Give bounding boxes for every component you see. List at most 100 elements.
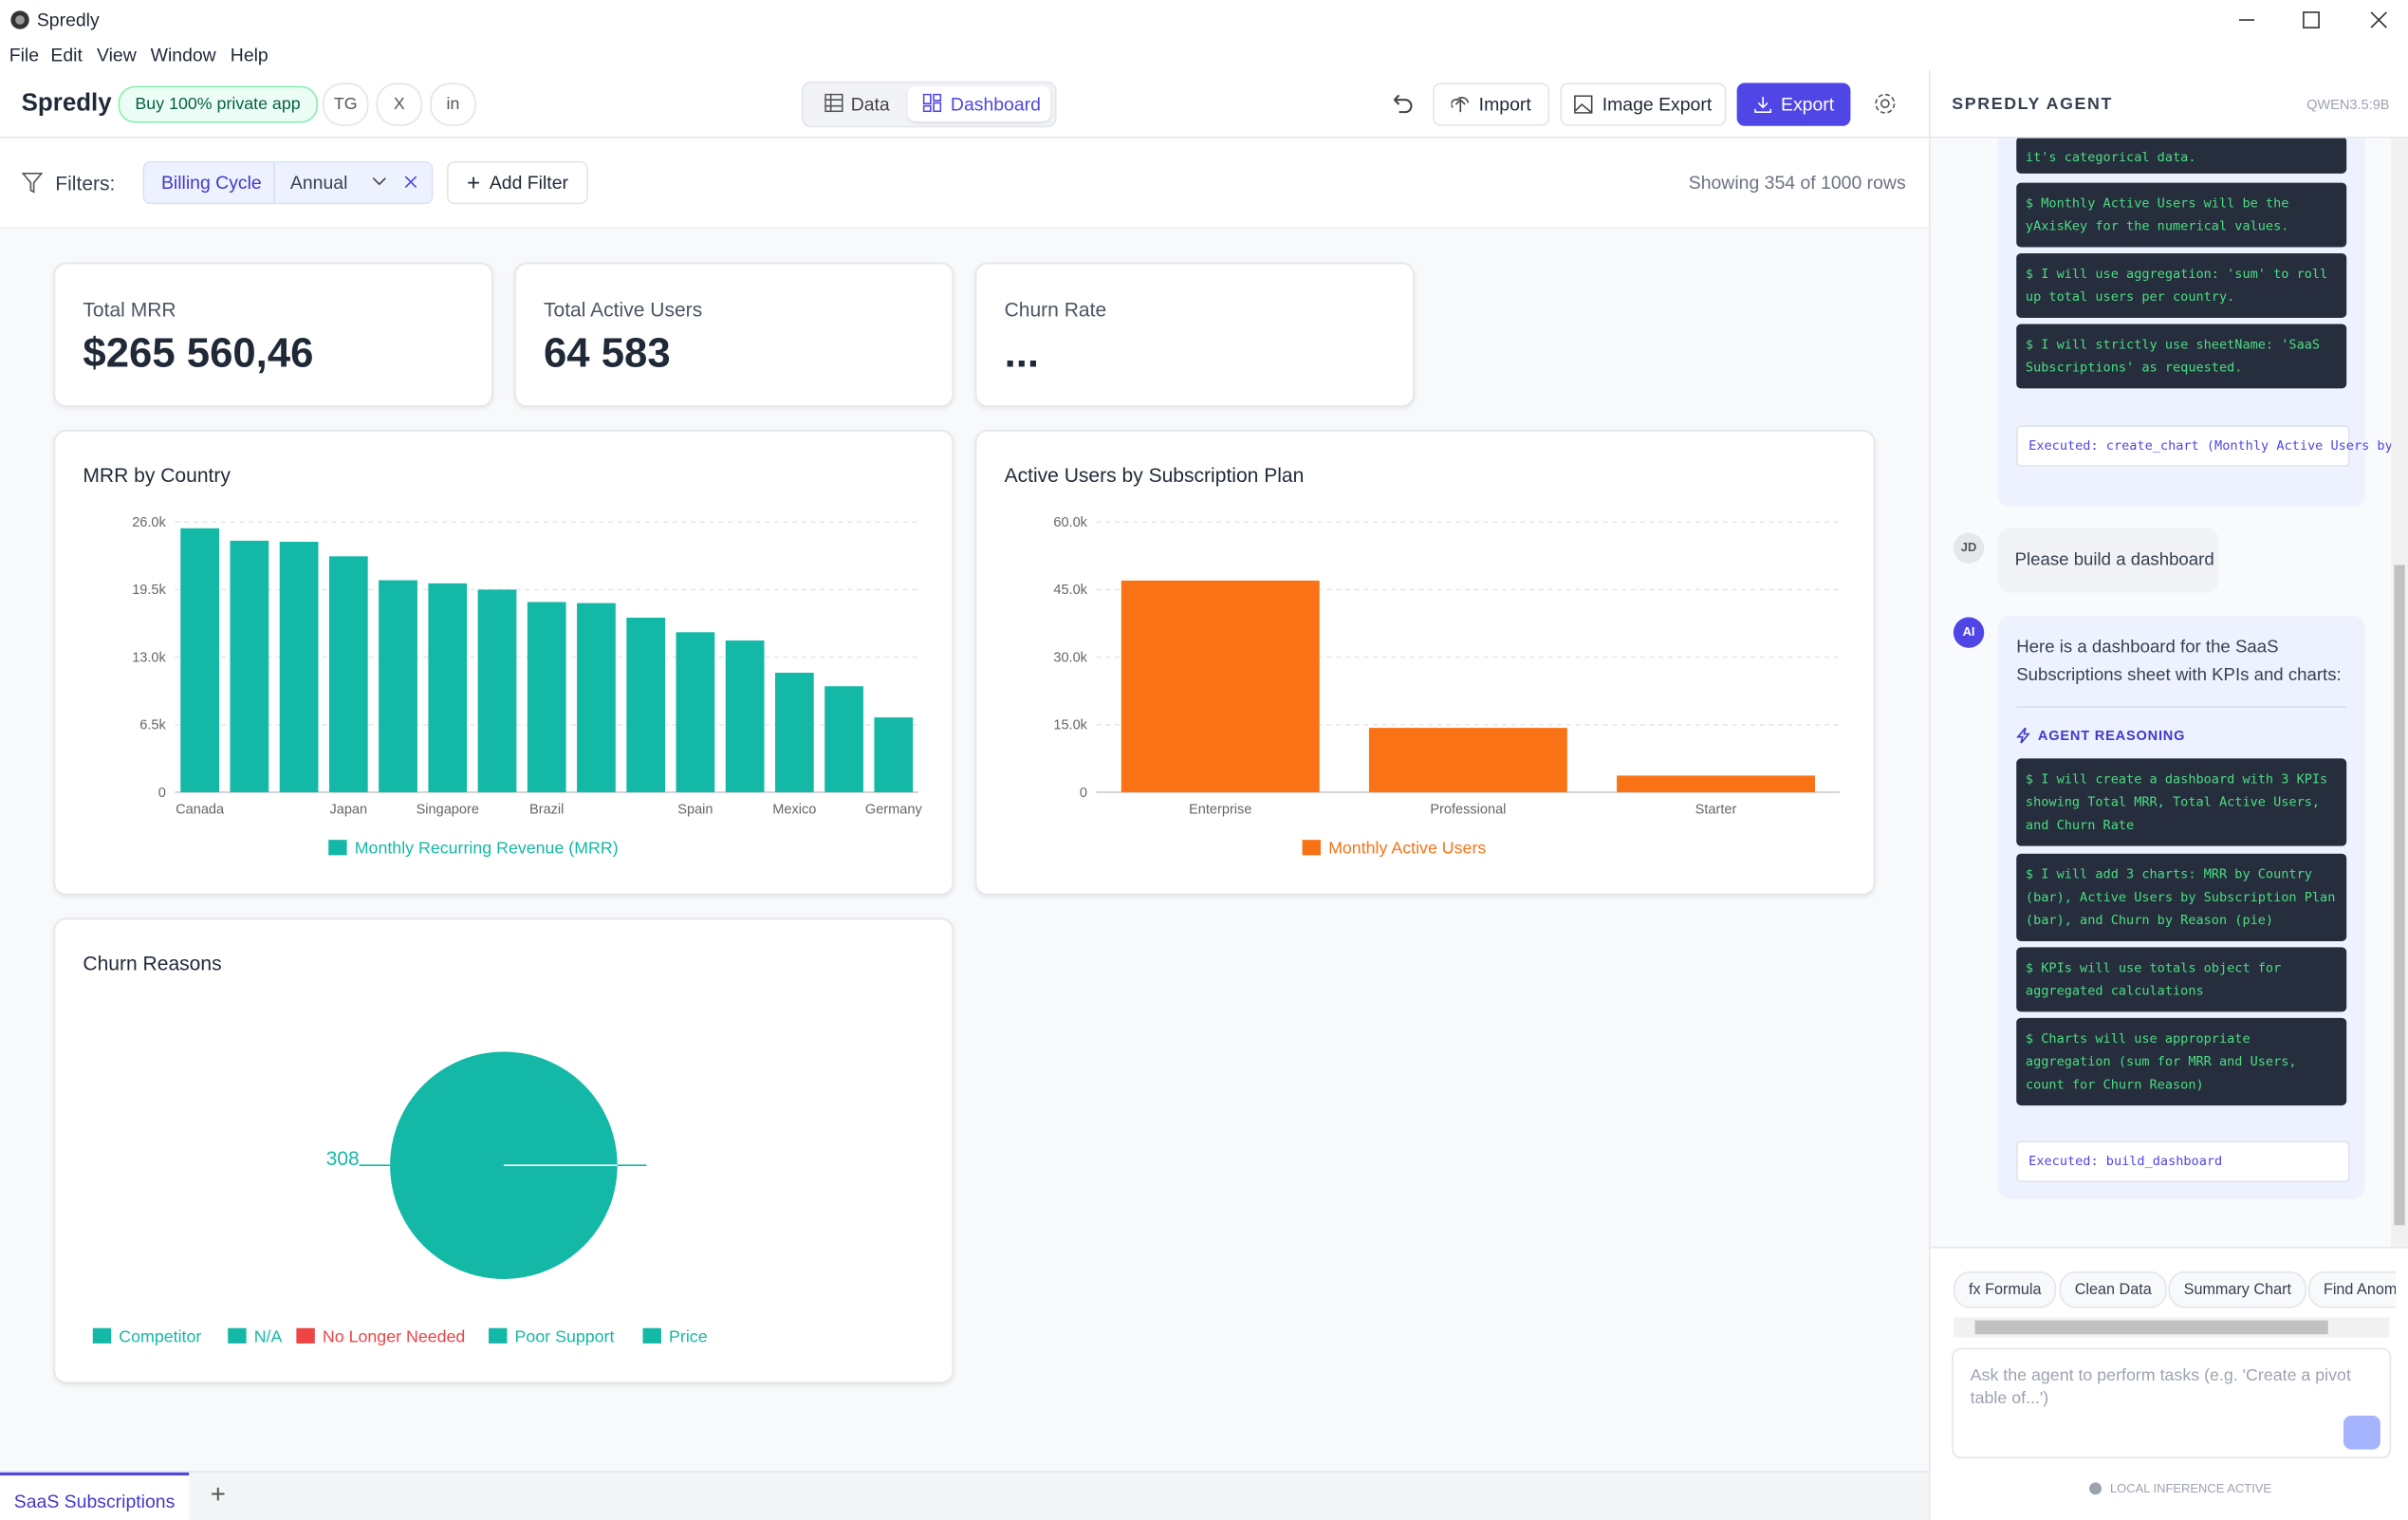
ai-avatar: AI: [1953, 617, 1985, 648]
executed-tool: Executed: build_dashboard: [2016, 1140, 2350, 1183]
y-tick-label: 0: [1080, 786, 1087, 801]
sheet-tab[interactable]: SaaS Subscriptions: [0, 1472, 190, 1520]
menu-view[interactable]: View: [96, 44, 137, 66]
menu-help[interactable]: Help: [230, 44, 269, 66]
legend-label: Monthly Recurring Revenue (MRR): [355, 839, 619, 858]
send-button[interactable]: [2343, 1415, 2380, 1450]
bar: [676, 632, 715, 792]
image-export-button[interactable]: Image Export: [1560, 83, 1727, 126]
chip-controls[interactable]: [372, 174, 427, 192]
reasoning-step: $ Charts will use appropriate aggregatio…: [2016, 1017, 2347, 1106]
info-icon: [2089, 1482, 2102, 1495]
y-tick-label: 6.5k: [139, 718, 166, 733]
x-tick-label: Brazil: [529, 803, 564, 818]
kpi-label: Total MRR: [83, 297, 176, 322]
x-tick-label: Germany: [865, 803, 923, 818]
button-label: Export: [1781, 93, 1835, 116]
scrollbar[interactable]: [2391, 138, 2408, 1247]
social-button[interactable]: in: [430, 83, 476, 126]
legend-label: Price: [669, 1326, 708, 1345]
social-button[interactable]: X: [376, 83, 423, 126]
kpi-card: Total Active Users 64 583: [514, 262, 954, 407]
menu-edit[interactable]: Edit: [50, 44, 83, 66]
divider: [0, 137, 1929, 139]
suggestion-chip[interactable]: Summary Chart: [2168, 1270, 2307, 1308]
add-filter-button[interactable]: + Add Filter: [447, 160, 588, 205]
tab-dashboard[interactable]: Dashboard: [950, 93, 1041, 116]
model-name: QWEN3.5:9B: [2306, 96, 2390, 113]
chart-title: MRR by Country: [83, 463, 231, 487]
h-scrollbar[interactable]: [1953, 1317, 2390, 1338]
bar: [1617, 775, 1815, 792]
bar: [725, 640, 765, 792]
bar: [527, 602, 566, 792]
legend-swatch: [296, 1327, 315, 1344]
bar: [577, 602, 616, 792]
x-tick-label: Canada: [176, 803, 225, 818]
x-tick-label: Enterprise: [1189, 803, 1251, 818]
x-tick-label: Japan: [329, 803, 367, 818]
y-tick-label: 60.0k: [1053, 515, 1087, 530]
menu-window[interactable]: Window: [150, 44, 216, 66]
filter-chip[interactable]: [142, 160, 434, 205]
button-label: Image Export: [1602, 93, 1713, 116]
chart-title: Churn Reasons: [83, 952, 222, 975]
add-sheet-button[interactable]: +: [210, 1479, 226, 1510]
bar: [379, 580, 417, 792]
placeholder: Ask the agent to perform tasks (e.g. 'Cr…: [1970, 1366, 2351, 1408]
upload-icon: [1451, 97, 1470, 113]
chart: 0 6.5k 13.0k 19.5k 26.0k Canada Japan Singapore…: [132, 515, 923, 858]
legend-swatch: [328, 840, 347, 856]
filter-icon: [21, 173, 44, 194]
suggestion-chip[interactable]: fx Formula: [1953, 1270, 2057, 1308]
y-tick-label: 15.0k: [1053, 718, 1087, 733]
reasoning-step: it's categorical data.: [2016, 138, 2347, 174]
y-tick-label: 0: [158, 786, 166, 801]
prompt-input[interactable]: Ask the agent to perform tasks (e.g. 'Cr…: [1952, 1347, 2392, 1459]
promo-badge[interactable]: Buy 100% private app: [118, 85, 318, 123]
download-icon: [1753, 96, 1771, 113]
bar: [428, 583, 468, 792]
scroll-thumb[interactable]: [1974, 1320, 2328, 1335]
import-button[interactable]: Import: [1433, 83, 1550, 126]
pie-slice: [390, 1051, 618, 1279]
suggestion-chip[interactable]: Clean Data: [2059, 1270, 2167, 1308]
kpi-label: Churn Rate: [1004, 297, 1107, 322]
scroll-thumb[interactable]: [2394, 565, 2405, 1226]
plus-icon: +: [466, 169, 481, 196]
legend-label: Monthly Active Users: [1328, 839, 1486, 858]
export-button[interactable]: Export: [1736, 83, 1851, 126]
settings-button[interactable]: [1874, 92, 1897, 115]
button-label: Add Filter: [489, 172, 568, 194]
x-tick-label: Professional: [1430, 803, 1506, 818]
divider: [1930, 137, 2408, 139]
kpi-value: ...: [1004, 329, 1040, 377]
y-tick-label: 13.0k: [132, 650, 166, 665]
x-tick-label: Mexico: [772, 803, 816, 818]
filter-value[interactable]: Annual: [289, 172, 348, 194]
social-button[interactable]: TG: [322, 83, 369, 126]
kpi-card: Total MRR $265 560,46: [53, 262, 493, 407]
reasoning-step: $ I will use aggregation: 'sum' to roll …: [2016, 253, 2347, 318]
reasoning-step: $ I will strictly use sheetName: 'SaaS S…: [2016, 324, 2347, 389]
bar: [626, 617, 666, 792]
divider: [2016, 706, 2347, 708]
bar: [230, 540, 269, 792]
suggestion-chip[interactable]: Find Anomalies: [2307, 1270, 2397, 1308]
bar: [774, 673, 814, 792]
data-label: 308: [326, 1148, 360, 1170]
y-tick-label: 26.0k: [132, 515, 166, 530]
bar: [874, 717, 914, 792]
chip-divider: [273, 162, 275, 203]
window-controls[interactable]: [2227, 6, 2396, 33]
tab-data[interactable]: Data: [850, 93, 890, 116]
menu-file[interactable]: File: [9, 44, 40, 66]
legend-swatch: [642, 1327, 661, 1344]
reasoning-title: AGENT REASONING: [2037, 728, 2186, 744]
message-list: it's categorical data. $ Monthly Active …: [1930, 138, 2408, 1247]
bar: [180, 528, 220, 792]
chart-card: Active Users by Subscription Plan 0 15.0k 3…: [974, 430, 1876, 896]
undo-button[interactable]: [1390, 92, 1415, 114]
